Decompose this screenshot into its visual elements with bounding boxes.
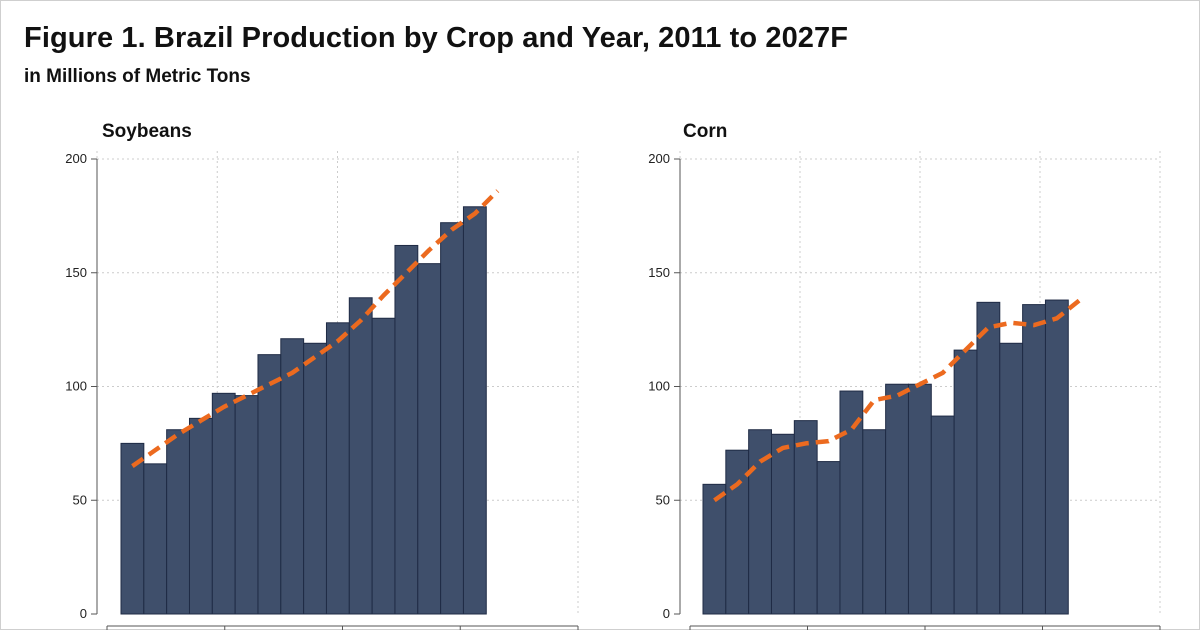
corn-ytick-label: 200: [648, 151, 670, 166]
soybeans-ytick-label: 100: [65, 379, 87, 394]
corn-bar-2022: [953, 349, 978, 615]
soybeans-bar-2023: [394, 244, 419, 615]
soybeans-bar-2019: [303, 342, 327, 615]
soybeans-ytick-label: 150: [65, 265, 87, 280]
soybeans-ytick-label: 50: [73, 492, 87, 507]
soybeans-bar-2021: [348, 297, 373, 615]
corn-bar-2025: [1022, 304, 1046, 615]
corn-trend-line: [713, 298, 1082, 503]
soybeans-bar-2015: [211, 392, 236, 615]
corn-ytick-label: 50: [656, 492, 670, 507]
corn-bar-2011: [702, 483, 727, 615]
corn-bar-2016: [816, 461, 841, 615]
corn-bar-2026: [1044, 299, 1069, 615]
soybeans-bar-2024: [417, 263, 442, 615]
soybeans-bar-2025: [440, 222, 464, 615]
soybeans-ytick-label: 200: [65, 151, 87, 166]
corn-panel-title: Corn: [683, 121, 728, 142]
soybeans-bar-2011: [120, 442, 145, 615]
soybeans-trend-line: [131, 189, 500, 468]
soybeans-bar-2013: [166, 429, 190, 615]
corn-bar-2019: [885, 383, 909, 615]
soybeans-bar-2017: [257, 354, 282, 615]
corn-bar-2020: [907, 383, 932, 615]
soybeans-bar-2014: [188, 417, 213, 615]
corn-bar-2021: [930, 415, 955, 615]
soybeans-bar-2016: [234, 395, 259, 615]
corn-bar-2014: [770, 433, 795, 615]
corn-ytick-label: 100: [648, 379, 670, 394]
soybeans-bar-2022: [371, 317, 396, 615]
corn-bar-2023: [976, 301, 1001, 615]
corn-bar-2018: [862, 429, 887, 615]
corn-bar-2024: [999, 342, 1024, 615]
figure-subtitle: in Millions of Metric Tons: [24, 66, 251, 87]
soybeans-bar-2012: [143, 463, 168, 615]
soybeans-bar-2020: [325, 322, 350, 615]
corn-ytick-label: 150: [648, 265, 670, 280]
figure-title: Figure 1. Brazil Production by Crop and …: [24, 22, 849, 54]
soybeans-panel-title: Soybeans: [102, 121, 192, 142]
corn-bar-2017: [839, 390, 864, 615]
soybeans-ytick-label: 0: [80, 606, 87, 621]
corn-bar-2015: [793, 420, 818, 615]
soybeans-bar-2026: [462, 206, 487, 615]
soybeans-bar-2018: [280, 338, 305, 615]
corn-ytick-label: 0: [663, 606, 670, 621]
